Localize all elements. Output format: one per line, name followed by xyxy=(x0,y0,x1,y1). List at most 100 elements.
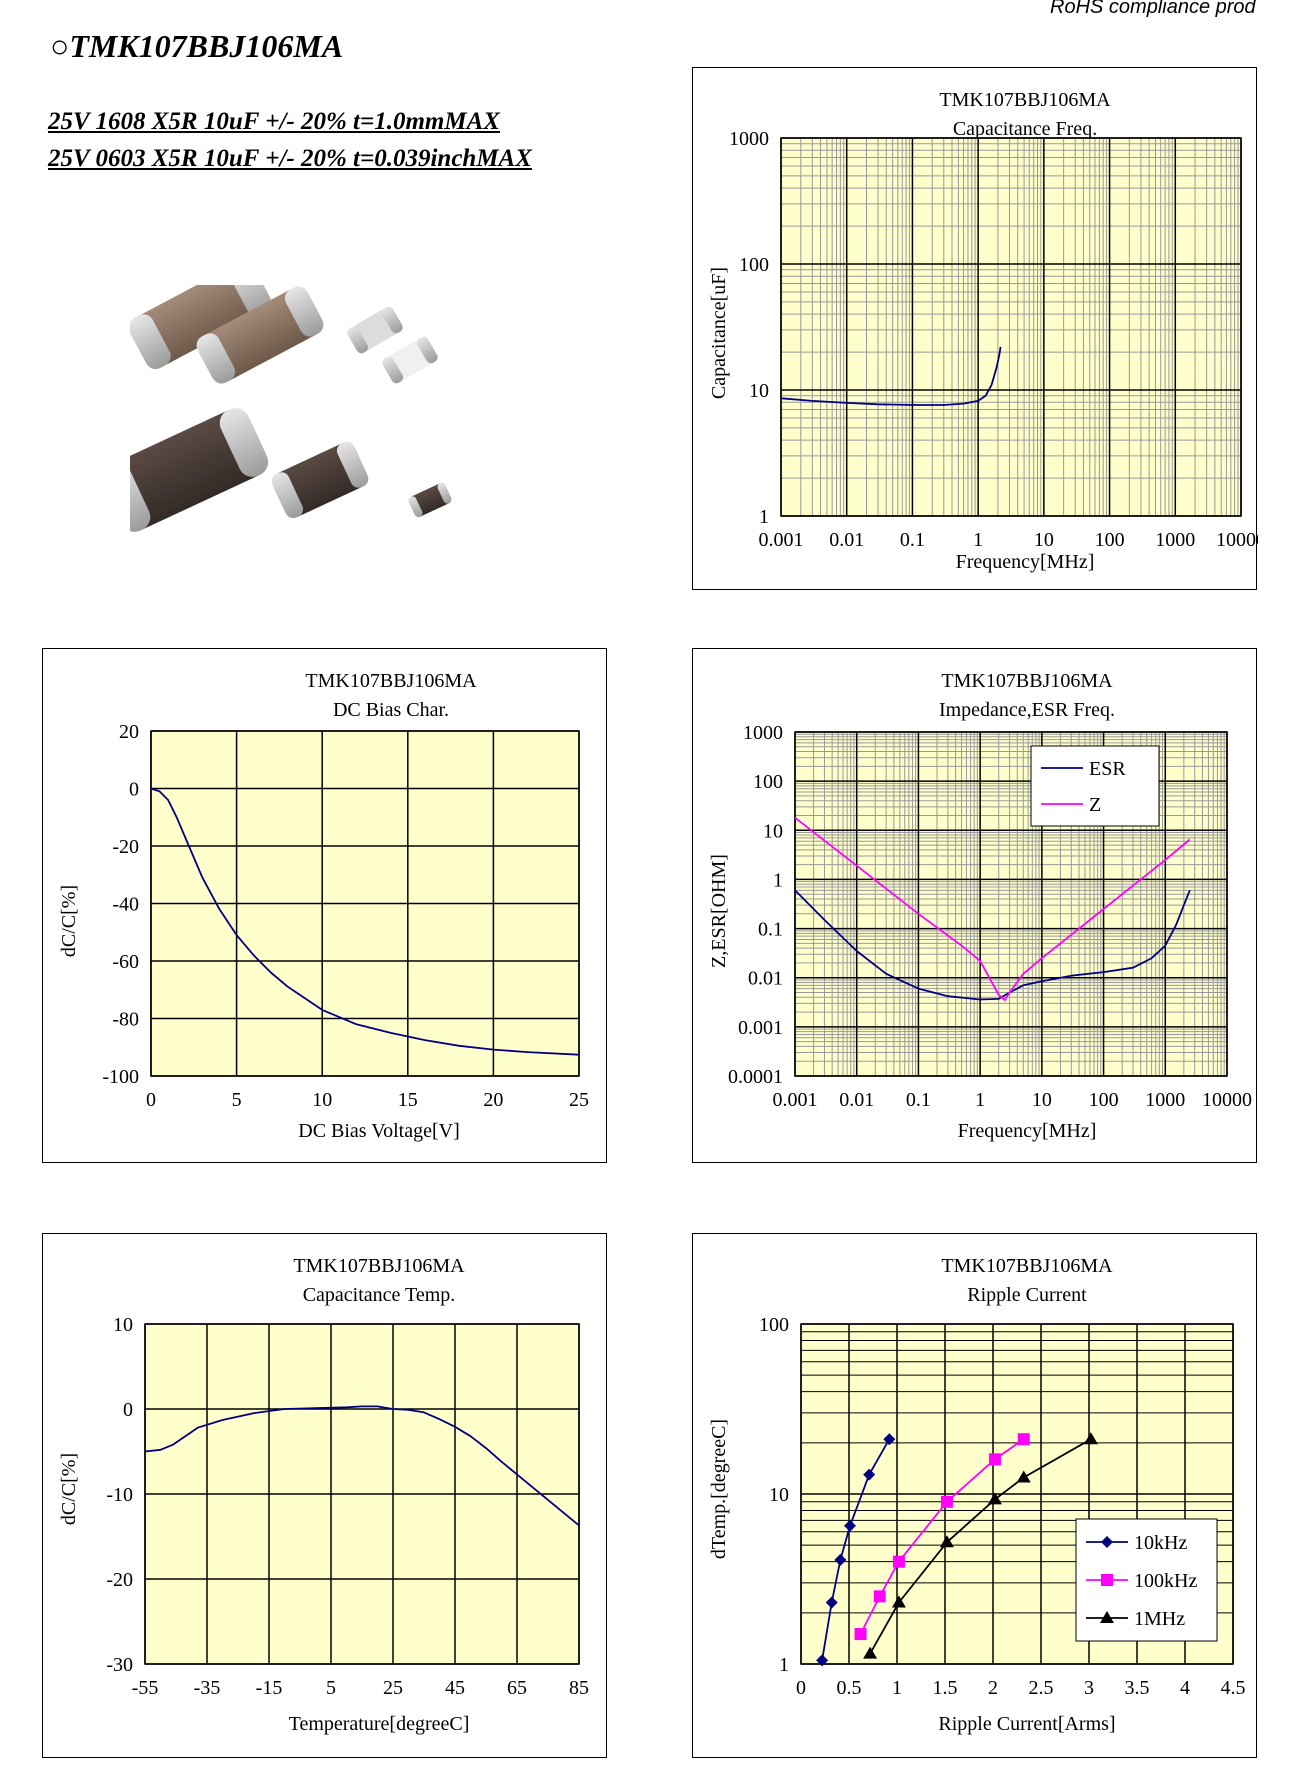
x-tick-label: 5 xyxy=(326,1677,336,1699)
chart-title: TMK107BBJ106MA xyxy=(941,1255,1113,1277)
y-tick-label: 0.0001 xyxy=(728,1066,783,1088)
x-tick-label: 20 xyxy=(483,1089,503,1111)
legend-label: Z xyxy=(1089,794,1101,816)
chart-title: TMK107BBJ106MA xyxy=(293,1255,465,1277)
x-tick-label: 4 xyxy=(1180,1677,1190,1699)
plot-frame xyxy=(794,731,1228,1077)
ripple-current-svg: TMK107BBJ106MA Ripple Current Ripple Cur… xyxy=(708,1255,1246,1735)
y-tick-label: 100 xyxy=(753,771,783,793)
legend-marker xyxy=(1101,1574,1113,1586)
y-tick-label: -30 xyxy=(106,1654,133,1676)
x-tick-label: -15 xyxy=(256,1677,283,1699)
x-axis-label: Ripple Current[Arms] xyxy=(938,1713,1115,1735)
legend-label: ESR xyxy=(1089,758,1126,780)
x-tick-label: 0 xyxy=(146,1089,156,1111)
x-axis-label: DC Bias Voltage[V] xyxy=(298,1120,459,1142)
x-tick-label: 0.1 xyxy=(900,529,925,551)
x-tick-label: -35 xyxy=(194,1677,221,1699)
y-tick-label: -10 xyxy=(106,1484,133,1506)
data-point xyxy=(816,1654,829,1667)
chart-title: TMK107BBJ106MA xyxy=(939,89,1111,111)
x-tick-label: 2 xyxy=(988,1677,998,1699)
chart-subtitle: DC Bias Char. xyxy=(333,699,449,721)
y-tick-label: -80 xyxy=(112,1009,139,1031)
y-tick-label: 100 xyxy=(759,1314,789,1336)
data-point xyxy=(843,1519,856,1532)
y-axis-label: Capacitance[uF] xyxy=(708,267,730,399)
y-tick-label: 1 xyxy=(779,1654,789,1676)
y-tick-label: 1 xyxy=(773,869,783,891)
y-tick-label: 10 xyxy=(769,1484,789,1506)
x-tick-label: 2.5 xyxy=(1029,1677,1054,1699)
y-tick-label: -100 xyxy=(102,1066,139,1088)
x-tick-label: 10 xyxy=(312,1089,332,1111)
x-tick-label: 1000 xyxy=(1145,1089,1185,1111)
y-tick-label: 0.1 xyxy=(758,919,783,941)
y-tick-label: 1000 xyxy=(743,722,783,744)
x-tick-label: 1 xyxy=(892,1677,902,1699)
series-line-Z xyxy=(794,816,1191,1001)
legend-box xyxy=(1030,745,1160,827)
x-tick-label: 1 xyxy=(973,529,983,551)
series-line-curve xyxy=(150,787,580,1056)
plot-area xyxy=(144,1323,580,1665)
plot-area xyxy=(794,731,1228,1077)
plot-area xyxy=(780,137,1242,517)
data-point xyxy=(891,1595,906,1608)
x-tick-label: 100 xyxy=(1089,1089,1119,1111)
y-tick-label: -40 xyxy=(112,894,139,916)
capacitance-freq-chart: TMK107BBJ106MA Capacitance Freq. Frequen… xyxy=(692,67,1258,590)
y-axis-label: dC/C[%] xyxy=(58,885,80,957)
x-tick-label: 0 xyxy=(796,1677,806,1699)
x-tick-label: 0.01 xyxy=(829,529,864,551)
data-point xyxy=(892,1555,905,1568)
capacitance-freq-svg: TMK107BBJ106MA Capacitance Freq. Frequen… xyxy=(708,89,1258,573)
data-point xyxy=(834,1553,847,1566)
x-tick-label: 10 xyxy=(1032,1089,1052,1111)
capacitor-photo xyxy=(130,285,452,532)
y-tick-label: 0 xyxy=(123,1399,133,1421)
rohs-note: RoHS compliance prod xyxy=(1050,0,1256,18)
chart-title: TMK107BBJ106MA xyxy=(941,670,1113,692)
x-tick-label: 100 xyxy=(1095,529,1125,551)
x-tick-label: 0.001 xyxy=(759,529,804,551)
part-title: ○TMK107BBJ106MA xyxy=(50,28,344,64)
x-tick-label: 0.1 xyxy=(906,1089,931,1111)
x-tick-label: 45 xyxy=(445,1677,465,1699)
legend-marker xyxy=(1100,1611,1114,1623)
dc-bias-chart: TMK107BBJ106MA DC Bias Char. DC Bias Vol… xyxy=(42,648,607,1163)
chart-subtitle: Ripple Current xyxy=(967,1284,1087,1306)
y-tick-label: 10 xyxy=(763,820,783,842)
chart-subtitle: Impedance,ESR Freq. xyxy=(939,699,1115,721)
y-tick-label: 1 xyxy=(759,506,769,528)
y-tick-label: 0 xyxy=(129,779,139,801)
series-line-10kHz xyxy=(821,1438,891,1661)
y-axis-label: dTemp.[degreeC] xyxy=(708,1419,730,1559)
data-point xyxy=(863,1646,878,1659)
spec-metric: 25V 1608 X5R 10uF +/- 20% t=1.0mmMAX xyxy=(48,108,500,135)
plot-frame xyxy=(150,730,580,1077)
plot-frame xyxy=(780,137,1242,517)
x-axis-label: Temperature[degreeC] xyxy=(289,1713,470,1735)
y-tick-label: 20 xyxy=(119,721,139,743)
legend-label: 10kHz xyxy=(1134,1532,1187,1554)
data-point xyxy=(825,1596,838,1609)
x-tick-label: 15 xyxy=(398,1089,418,1111)
spec-inch: 25V 0603 X5R 10uF +/- 20% t=0.039inchMAX xyxy=(48,145,532,172)
x-tick-label: 5 xyxy=(232,1089,242,1111)
x-tick-label: 0.01 xyxy=(839,1089,874,1111)
data-point xyxy=(1016,1470,1031,1483)
data-point xyxy=(883,1433,896,1446)
data-point xyxy=(863,1468,876,1481)
legend-label: 1MHz xyxy=(1134,1608,1185,1630)
impedance-esr-chart: TMK107BBJ106MA Impedance,ESR Freq. Frequ… xyxy=(692,648,1257,1163)
y-tick-label: 1000 xyxy=(729,128,769,150)
x-tick-label: 10 xyxy=(1034,529,1054,551)
plot-frame xyxy=(144,1323,580,1665)
chart-subtitle: Capacitance Freq. xyxy=(953,118,1097,140)
x-tick-label: 65 xyxy=(507,1677,527,1699)
x-tick-label: 3.5 xyxy=(1125,1677,1150,1699)
capacitance-temp-svg: TMK107BBJ106MA Capacitance Temp. Tempera… xyxy=(58,1255,589,1735)
y-axis-label: Z,ESR[OHM] xyxy=(708,854,730,968)
plot-frame xyxy=(800,1323,1234,1665)
